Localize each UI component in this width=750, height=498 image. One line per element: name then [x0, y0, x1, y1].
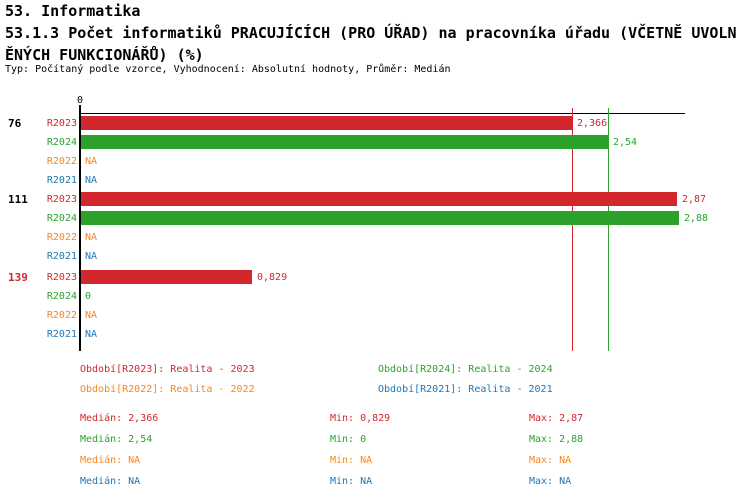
bar-value-label: NA	[85, 156, 98, 167]
axis-zero-label: 0	[76, 95, 84, 106]
median-line-R2023	[572, 108, 573, 351]
report-title-line-1: 53.1.3 Počet informatiků PRACUJÍCÍCH (PR…	[5, 24, 737, 42]
stat-median-R2023: Medián: 2,366	[80, 413, 159, 424]
stat-min-R2022: Min: NA	[330, 455, 373, 466]
series-label-R2024: R2024	[46, 213, 77, 224]
report-section-title: 53. Informatika	[5, 2, 141, 20]
group-label: 111	[8, 193, 28, 206]
bar-value-label: 0,829	[257, 272, 288, 283]
legend-item-R2022: Období[R2022]: Realita - 2022	[80, 384, 255, 395]
series-label-R2022: R2022	[46, 310, 77, 321]
stat-median-R2024: Medián: 2,54	[80, 434, 153, 445]
bar-R2024	[81, 211, 679, 225]
bar-value-label: 2,366	[577, 118, 608, 129]
axis-top-line	[80, 113, 685, 114]
report-meta-line: Typ: Počítaný podle vzorce, Vyhodnocení:…	[5, 64, 451, 75]
stat-max-R2024: Max: 2,88	[529, 434, 584, 445]
series-label-R2023: R2023	[46, 194, 77, 205]
series-label-R2024: R2024	[46, 291, 77, 302]
stat-min-R2024: Min: 0	[330, 434, 367, 445]
stat-max-R2021: Max: NA	[529, 476, 572, 487]
bar-R2023	[81, 116, 572, 130]
group-label: 76	[8, 117, 22, 130]
stat-median-R2022: Medián: NA	[80, 455, 141, 466]
bar-value-label: 2,88	[684, 213, 709, 224]
stat-max-R2022: Max: NA	[529, 455, 572, 466]
median-line-R2024	[608, 108, 609, 351]
legend-item-R2021: Období[R2021]: Realita - 2021	[378, 384, 553, 395]
bar-value-label: 2,87	[682, 194, 707, 205]
series-label-R2022: R2022	[46, 232, 77, 243]
stat-max-R2023: Max: 2,87	[529, 413, 584, 424]
bar-R2023	[81, 270, 252, 284]
axis-zero-tick	[79, 105, 81, 113]
series-label-R2021: R2021	[46, 175, 77, 186]
series-label-R2021: R2021	[46, 329, 77, 340]
series-label-R2024: R2024	[46, 137, 77, 148]
stat-min-R2021: Min: NA	[330, 476, 373, 487]
stat-median-R2021: Medián: NA	[80, 476, 141, 487]
series-label-R2023: R2023	[46, 272, 77, 283]
bar-value-label: NA	[85, 310, 98, 321]
axis-vertical-line	[79, 113, 81, 351]
bar-value-label: NA	[85, 329, 98, 340]
bar-value-label: NA	[85, 251, 98, 262]
stat-min-R2023: Min: 0,829	[330, 413, 391, 424]
bar-R2023	[81, 192, 677, 206]
series-label-R2022: R2022	[46, 156, 77, 167]
bar-R2024	[81, 135, 608, 149]
bar-value-label: 0	[85, 291, 92, 302]
legend-item-R2024: Období[R2024]: Realita - 2024	[378, 364, 553, 375]
bar-value-label: 2,54	[613, 137, 638, 148]
series-label-R2023: R2023	[46, 118, 77, 129]
legend-item-R2023: Období[R2023]: Realita - 2023	[80, 364, 255, 375]
report-title-line-2: ĚNÝCH FUNKCIONÁŘŮ) (%)	[5, 46, 204, 64]
bar-value-label: NA	[85, 232, 98, 243]
bar-value-label: NA	[85, 175, 98, 186]
series-label-R2021: R2021	[46, 251, 77, 262]
group-label: 139	[8, 271, 28, 284]
